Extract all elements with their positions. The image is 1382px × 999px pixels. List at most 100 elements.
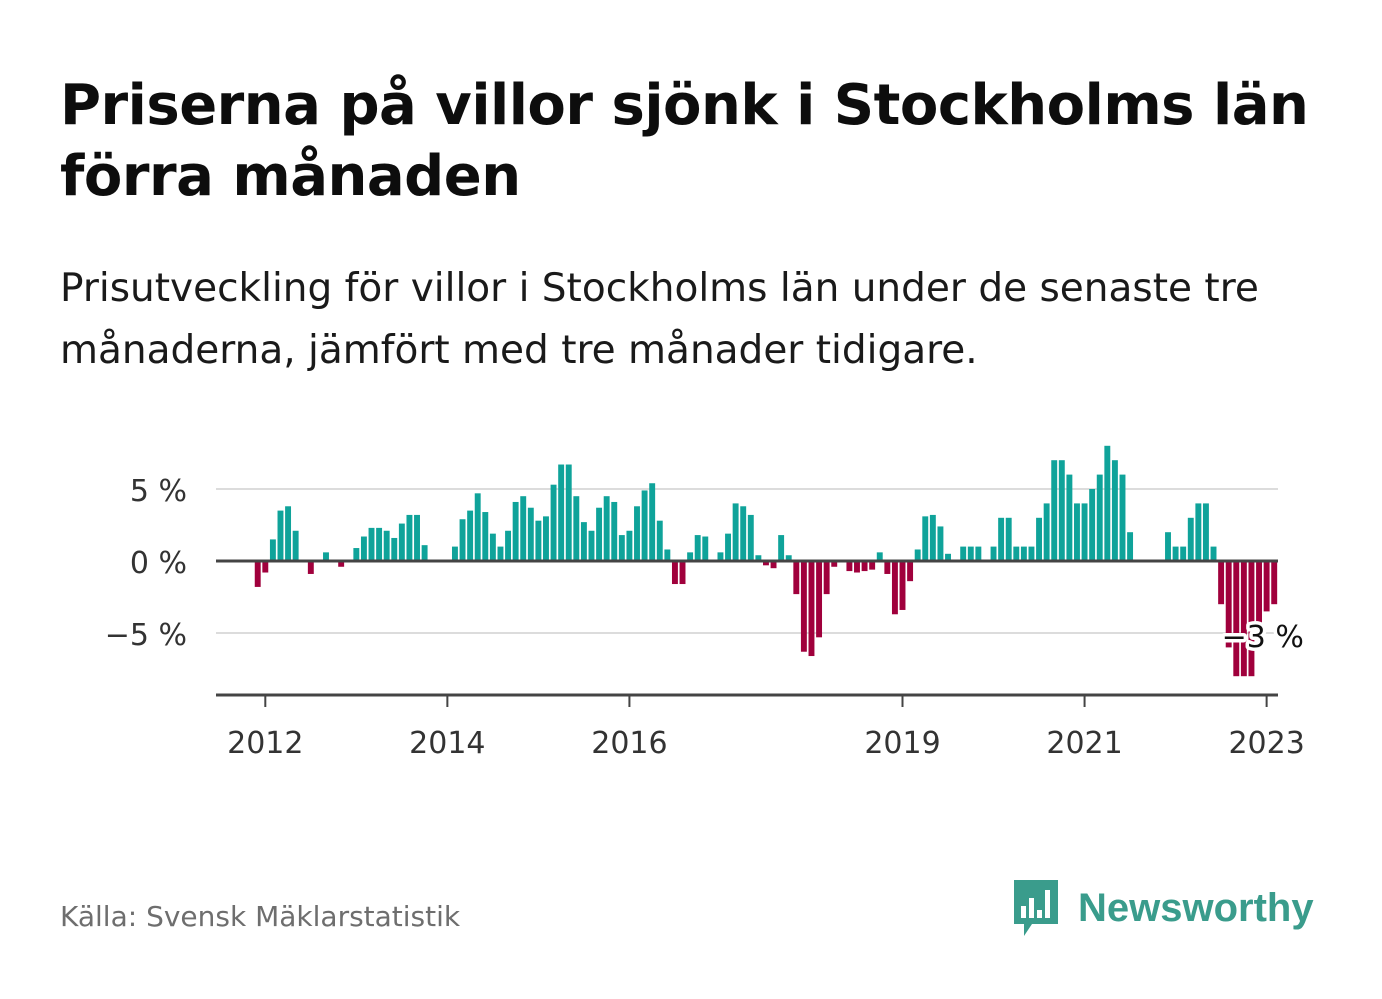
bar <box>694 535 701 561</box>
bar <box>755 555 762 561</box>
bar <box>823 561 830 595</box>
bar <box>1271 561 1278 605</box>
bar <box>1074 503 1080 561</box>
bar <box>323 552 329 561</box>
bar <box>869 561 876 570</box>
newsworthy-logo-icon <box>1014 880 1058 936</box>
bar <box>307 561 314 574</box>
bar <box>1127 532 1134 561</box>
bar-layer <box>254 445 1278 677</box>
y-tick-label: 5 % <box>130 474 187 509</box>
label-layer: 5 % 0 % −5 % 2012 2014 2016 2019 2021 2023 −3 % <box>105 474 1308 761</box>
bar <box>785 555 792 561</box>
bar <box>1096 474 1103 561</box>
bar <box>1028 546 1035 561</box>
bar <box>467 510 474 561</box>
x-tick-label: 2016 <box>591 726 667 761</box>
bar <box>1202 503 1209 561</box>
bar <box>543 516 549 561</box>
bar <box>338 561 345 567</box>
axis-layer <box>216 559 1278 707</box>
bar <box>800 561 807 652</box>
bar <box>262 561 269 573</box>
x-tick-label: 2019 <box>864 726 940 761</box>
bar <box>535 520 542 561</box>
bar <box>937 526 944 561</box>
bar <box>588 530 595 561</box>
bar <box>474 493 481 561</box>
bar <box>846 561 853 572</box>
bar <box>975 546 982 561</box>
bar <box>793 561 800 595</box>
bar <box>816 561 823 638</box>
chart-subtitle: Prisutveckling för villor i Stockholms l… <box>60 266 1259 373</box>
bar <box>565 464 572 561</box>
x-tick-label: 2021 <box>1046 726 1122 761</box>
bar <box>960 546 967 561</box>
bar <box>1119 474 1126 561</box>
bar <box>702 536 709 561</box>
bar <box>641 490 648 561</box>
bar <box>512 501 519 561</box>
x-tick-label: 2014 <box>409 726 485 761</box>
bar <box>649 483 656 561</box>
bar <box>891 561 898 615</box>
bar <box>618 535 625 561</box>
bar <box>1240 561 1247 677</box>
bar <box>861 561 868 572</box>
bar <box>520 496 527 561</box>
bar <box>1051 460 1058 561</box>
bar <box>1165 532 1171 561</box>
x-tick-label: 2023 <box>1228 726 1304 761</box>
bar <box>967 546 974 561</box>
brand-logo: Newsworthy <box>1010 876 1314 940</box>
bar <box>1263 561 1270 612</box>
bar <box>1210 546 1217 561</box>
bar <box>876 552 883 561</box>
bar <box>1089 489 1096 561</box>
bar <box>998 517 1005 561</box>
bar <box>603 496 610 561</box>
bar <box>573 496 580 561</box>
bar <box>899 561 906 610</box>
bar <box>269 539 276 561</box>
bar <box>406 514 413 561</box>
bar <box>831 561 838 567</box>
bar <box>664 549 671 561</box>
bar <box>391 537 398 561</box>
bar <box>1195 503 1202 561</box>
bar <box>687 552 694 561</box>
bar <box>1036 517 1043 561</box>
bar <box>611 501 618 561</box>
source-note: Källa: Svensk Mäklarstatistik <box>60 900 461 933</box>
bar <box>360 536 367 561</box>
bar <box>421 545 428 561</box>
bar <box>1225 561 1232 648</box>
bar <box>292 530 299 561</box>
bar <box>679 561 686 585</box>
bar <box>414 514 420 561</box>
bar <box>740 506 747 561</box>
bar <box>277 510 284 561</box>
bar <box>1180 546 1187 561</box>
bar <box>368 527 375 561</box>
bar <box>1081 503 1088 561</box>
bar <box>1104 445 1111 561</box>
bar <box>747 514 754 561</box>
bar <box>489 533 496 561</box>
bar <box>482 512 489 561</box>
bar <box>1218 561 1225 605</box>
bar <box>550 484 557 561</box>
bar <box>626 530 633 561</box>
bar <box>1233 561 1240 677</box>
bar <box>1248 561 1255 677</box>
y-tick-label: −5 % <box>105 618 187 653</box>
bar <box>725 533 731 561</box>
bar <box>1058 460 1065 561</box>
bar <box>929 514 936 561</box>
bar <box>383 530 390 561</box>
bar <box>634 506 640 561</box>
bar <box>497 546 504 561</box>
bar <box>398 523 405 561</box>
